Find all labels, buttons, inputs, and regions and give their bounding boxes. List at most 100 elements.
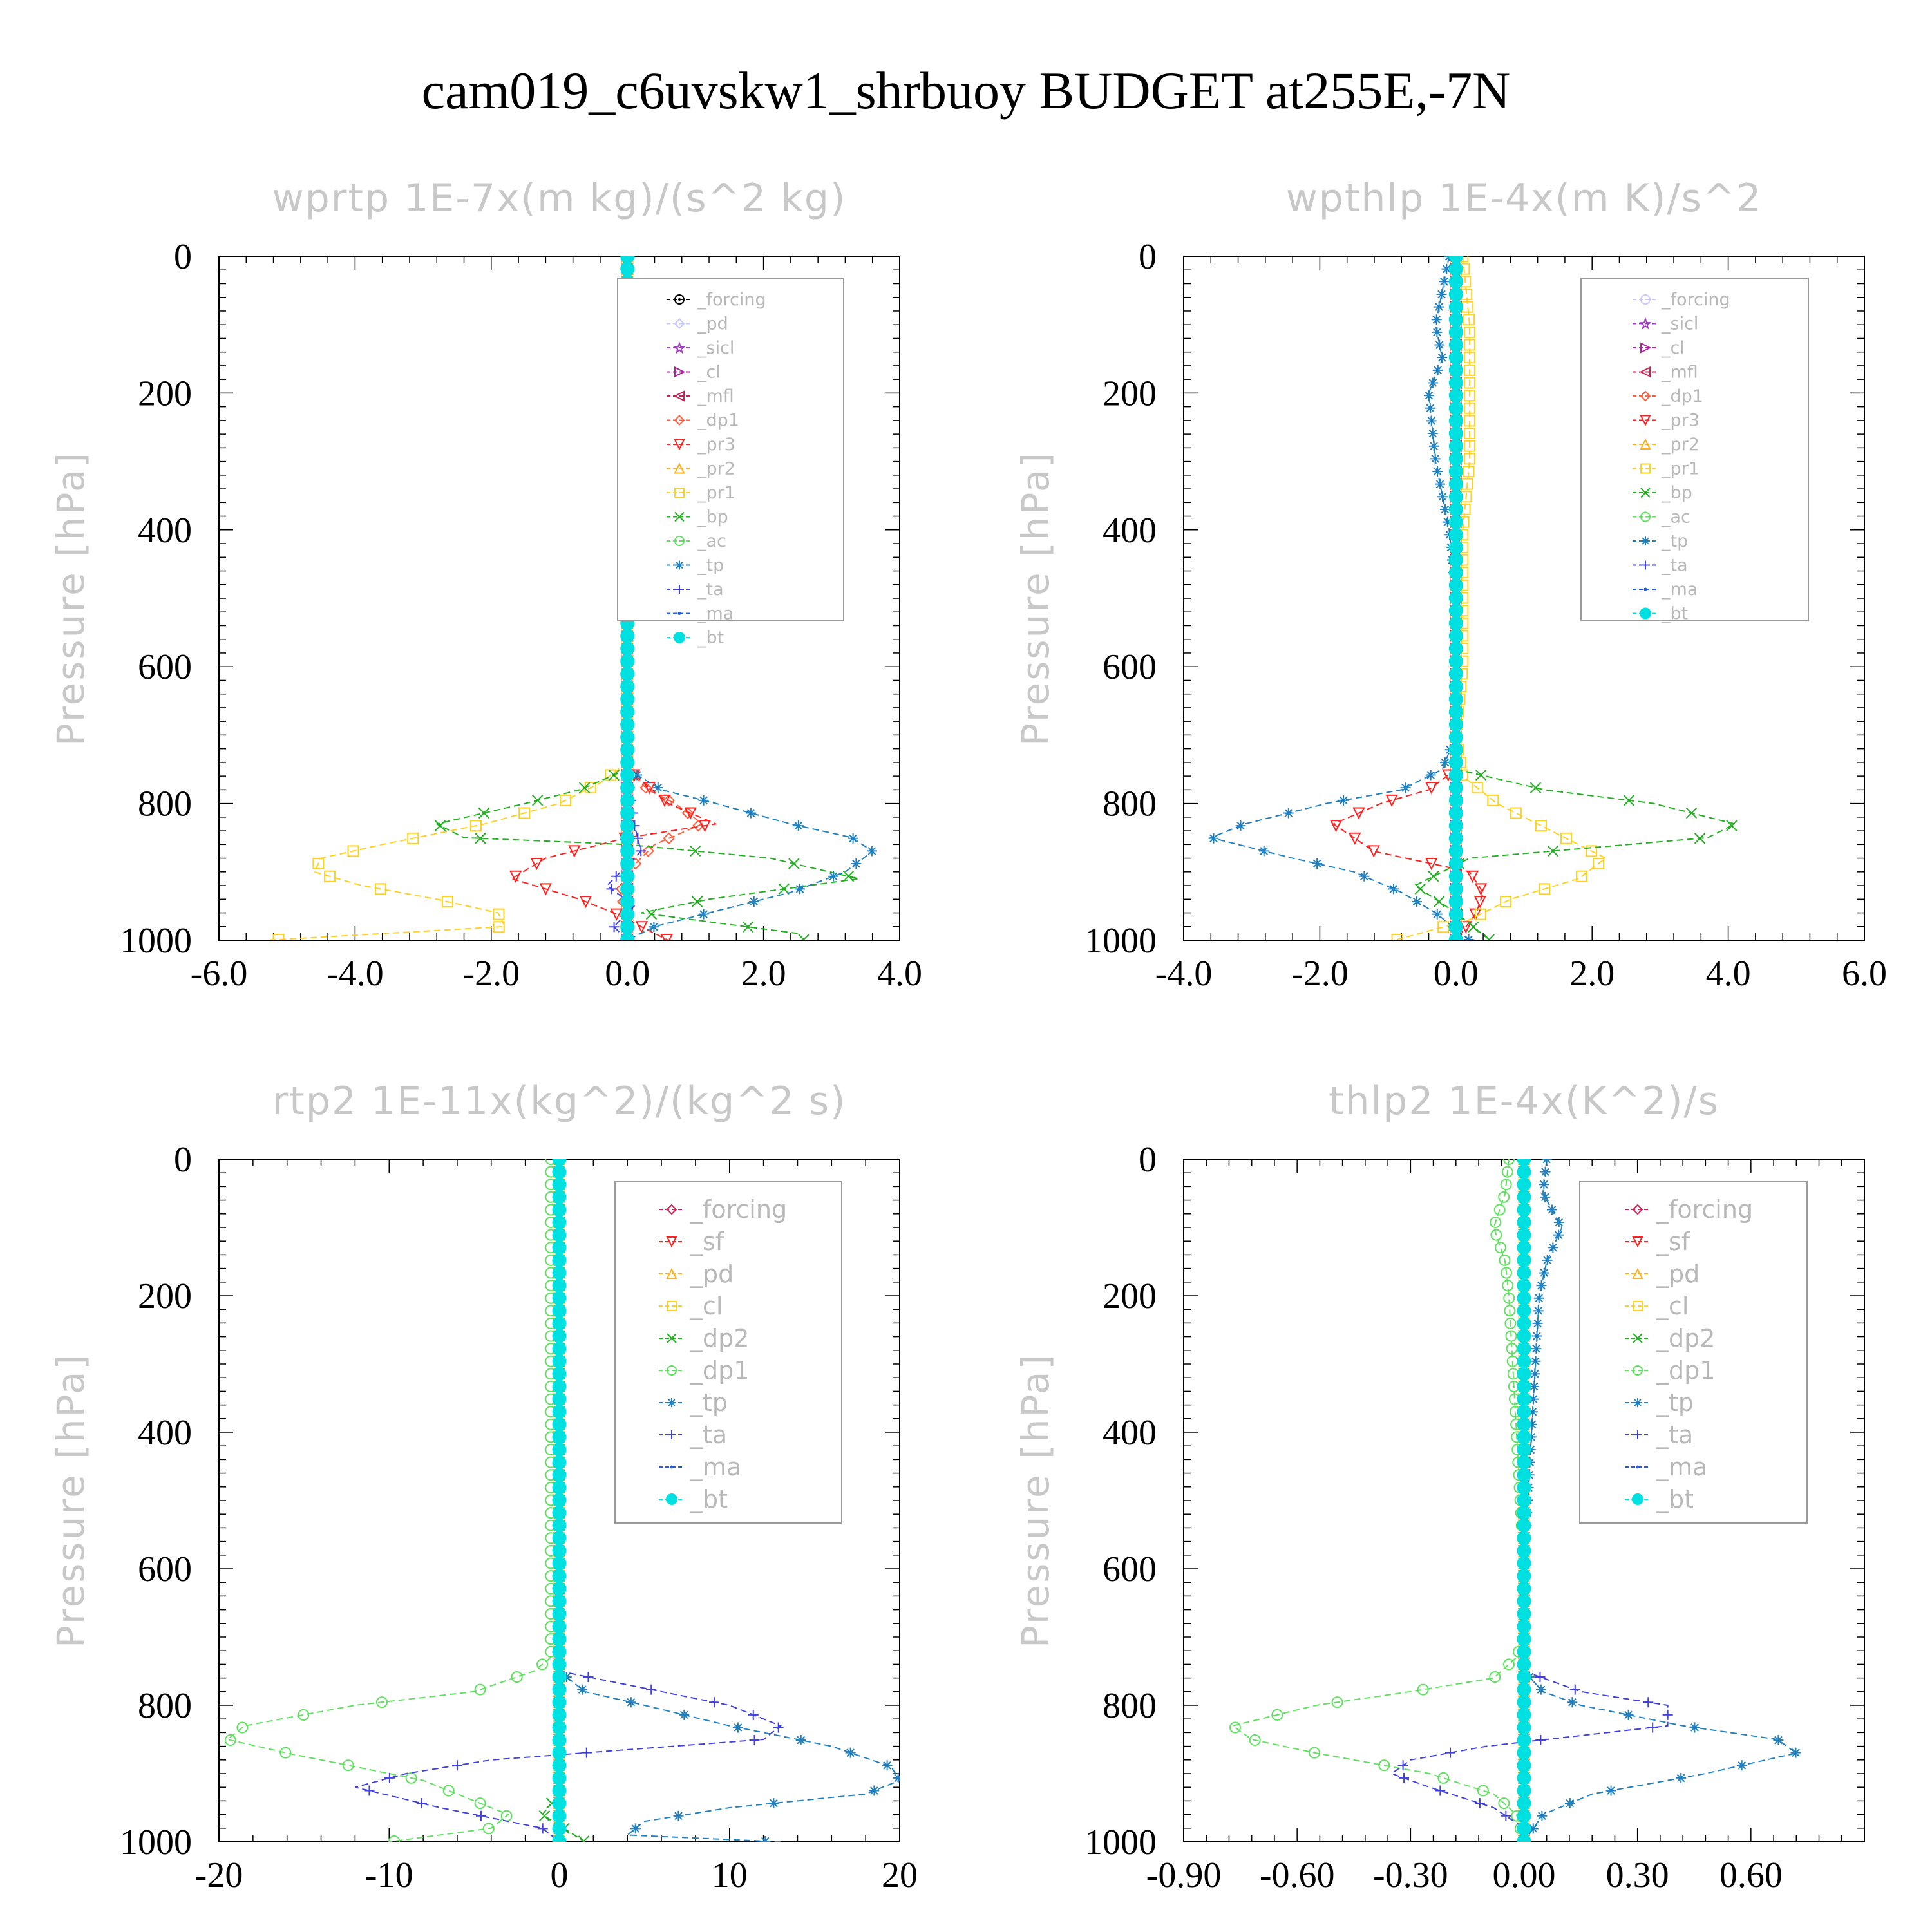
y-tick-label: 600 [1103,1549,1157,1589]
legend-label: _dp2 [1656,1324,1715,1352]
data-point [698,820,712,833]
data-point [620,717,635,732]
legend-item: _ac [1633,507,1690,527]
legend-item: _mfl [1633,363,1698,383]
data-point [1526,1419,1537,1430]
data-point [845,1747,856,1758]
data-point [1448,717,1463,732]
data-point [646,1684,657,1695]
data-point [1463,390,1475,402]
x-tick-label: -6.0 [191,954,248,994]
data-point [552,1354,567,1368]
data-point [1531,1343,1542,1354]
legend-label: _pr3 [697,435,735,455]
legend-marker [666,1493,677,1505]
data-point [1676,1772,1687,1783]
data-point [1428,870,1439,882]
data-point [1517,1569,1531,1584]
data-point [312,858,325,870]
data-point [1463,440,1475,452]
data-point [1517,1556,1531,1571]
data-point [1517,1518,1531,1533]
data-point [636,846,647,857]
data-point [620,768,635,782]
data-point [1283,808,1294,819]
x-tick-label: 20 [882,1855,918,1895]
data-point [1439,757,1450,768]
data-point [1517,1619,1531,1634]
x-tick-label: 0.0 [605,954,650,994]
data-point [1463,402,1475,414]
data-point [1517,1379,1531,1394]
data-point [1517,1417,1531,1432]
data-point [1532,1318,1543,1329]
data-point [552,1821,567,1836]
data-point [649,922,659,933]
data-point [493,908,505,920]
data-point [608,769,620,781]
data-point [552,1682,567,1697]
data-point [1533,1293,1544,1303]
legend-item: _dp1 [659,1356,749,1385]
series-line [225,1657,551,1842]
x-tick-label: -4.0 [327,954,384,994]
series-line [1332,768,1484,940]
data-point [376,1696,388,1709]
data-point [1517,1265,1531,1280]
data-point [1517,1493,1531,1508]
series-line [1390,1671,1669,1842]
data-point [552,1303,567,1318]
data-point [511,1671,523,1683]
series-line [435,768,859,940]
data-point [620,831,635,846]
data-point [552,1543,567,1558]
data-point [1434,339,1445,350]
series-group [1229,1159,1801,1842]
data-point [1530,782,1542,793]
legend-marker [1632,1204,1643,1215]
data-point [1459,921,1472,934]
data-point [552,1405,567,1419]
data-point [1448,375,1463,390]
data-point [742,921,754,933]
legend-label: _cl [690,1292,723,1320]
x-tick-label: 4.0 [877,954,922,994]
data-point [1517,1303,1531,1318]
data-point [1331,1696,1343,1709]
data-point [1432,909,1443,920]
legend-marker [1640,607,1651,620]
y-tick-label: 200 [1103,374,1157,413]
data-point [552,1632,567,1647]
data-point [620,869,635,884]
legend-label: _bt [1661,604,1688,624]
data-point [1448,679,1463,694]
y-tick-label: 400 [1103,1413,1157,1453]
legend-marker [674,536,685,546]
data-point [347,845,359,857]
data-point [1448,274,1463,289]
data-point [658,794,671,808]
data-point [1517,1341,1531,1356]
data-point [620,907,635,922]
legend-item: _ma [1633,580,1698,600]
y-tick-label: 400 [138,1413,192,1453]
legend-box [614,1181,842,1524]
data-point [1338,795,1349,806]
data-point [1448,641,1463,656]
legend-item: _cl [1625,1292,1689,1320]
legend-item: _cl [1633,338,1685,358]
data-point [1517,1177,1531,1192]
x-tick-label: 0.60 [1719,1855,1783,1895]
legend-label: _pr2 [1661,435,1700,455]
data-point [1517,1707,1531,1722]
data-point [1535,1672,1546,1683]
data-point [1539,1267,1549,1278]
data-point [552,1202,567,1217]
data-point [1463,314,1475,326]
data-point [1517,1278,1531,1293]
data-point [1448,565,1463,580]
data-point [1560,832,1573,844]
data-point [1586,845,1598,857]
data-point [1517,1657,1531,1672]
data-point [1448,337,1463,352]
